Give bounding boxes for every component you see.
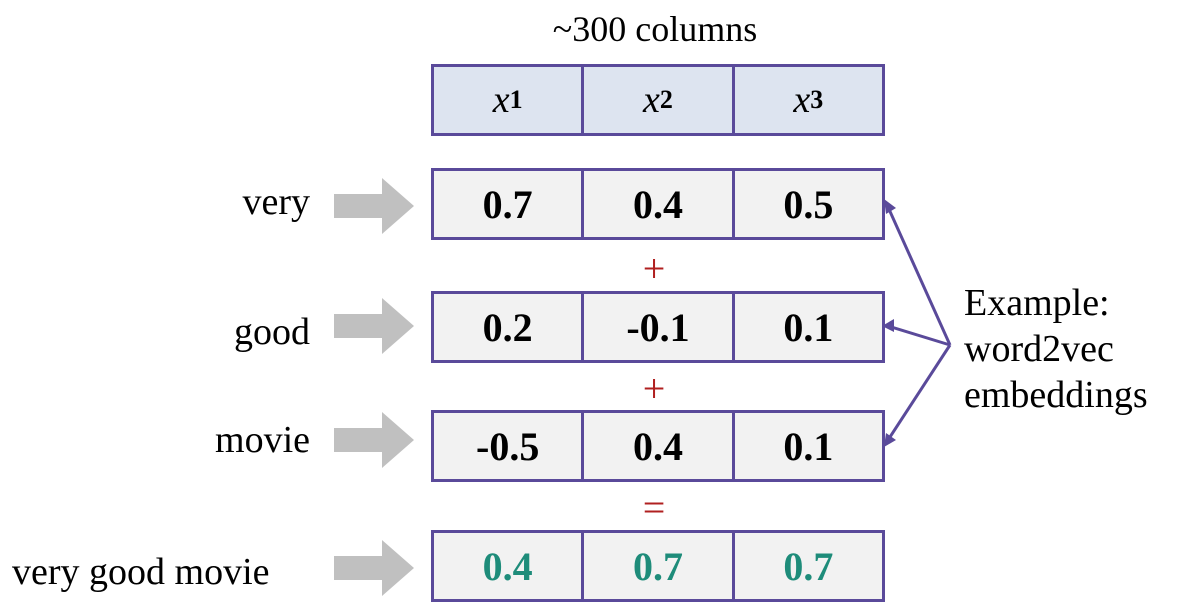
note-line: Example: <box>964 282 1110 324</box>
phrase-label: very good movie <box>12 551 270 593</box>
value-cell: 0.2 <box>434 294 585 360</box>
example-note: Example: word2vec embeddings <box>964 280 1148 418</box>
value-cell: -0.5 <box>434 413 585 479</box>
result-value-cell: 0.7 <box>783 543 834 589</box>
word-label: good <box>234 311 310 353</box>
arrowhead-icon <box>884 433 896 447</box>
pointer-line <box>886 206 952 346</box>
arrow-right-icon <box>334 178 414 234</box>
value-cell: 0.4 <box>584 413 735 479</box>
embedding-row: -0.5 0.4 0.1 <box>431 410 885 482</box>
value-cell: 0.1 <box>783 304 834 350</box>
diagram-title: ~300 columns <box>552 9 758 49</box>
value-cell: -0.1 <box>584 294 735 360</box>
arrowhead-icon <box>884 199 896 214</box>
result-value-cell: 0.7 <box>584 533 735 599</box>
arrow-right-icon <box>334 298 414 354</box>
result-row: 0.4 0.7 0.7 <box>431 530 885 602</box>
value-cell: 0.7 <box>434 171 585 237</box>
result-value-cell: 0.4 <box>434 533 585 599</box>
equals-operator: = <box>642 485 666 530</box>
embedding-row: 0.7 0.4 0.5 <box>431 168 885 240</box>
embedding-row: 0.2 -0.1 0.1 <box>431 291 885 363</box>
plus-operator: + <box>642 366 666 411</box>
note-line: word2vec <box>964 328 1114 370</box>
plus-operator: + <box>642 246 666 291</box>
pointer-line <box>886 344 952 441</box>
note-line: embeddings <box>964 374 1148 416</box>
arrowhead-icon <box>882 319 894 332</box>
arrow-right-icon <box>334 412 414 468</box>
word-label: movie <box>215 419 310 461</box>
value-cell: 0.4 <box>584 171 735 237</box>
pointer-line <box>887 324 951 347</box>
value-cell: 0.1 <box>783 423 834 469</box>
value-cell: 0.5 <box>783 181 834 227</box>
word-label: very <box>242 181 310 223</box>
arrow-right-icon <box>334 540 414 596</box>
